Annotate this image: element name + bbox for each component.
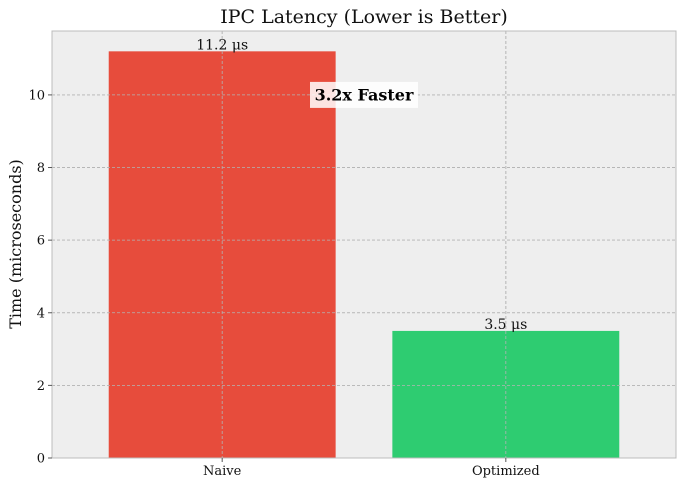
annotation-box — [310, 81, 418, 108]
plot-frame — [51, 30, 677, 459]
x-tick-label: Optimized — [472, 464, 540, 479]
axis-ticks: 0 2 4 6 8 10 Naive Optimized — [28, 88, 539, 479]
y-tick-label: 10 — [28, 88, 45, 103]
bar-value-label: 3.5 μs — [484, 317, 527, 333]
x-tick-label: Naive — [203, 464, 242, 479]
y-tick-label: 8 — [37, 161, 45, 176]
y-axis-label: Time (microseconds) — [6, 159, 25, 329]
chart-title: IPC Latency (Lower is Better) — [220, 6, 508, 28]
speedup-annotation: 3.2x Faster — [310, 81, 418, 108]
y-tick-label: 0 — [37, 452, 45, 467]
y-tick-label: 2 — [37, 379, 45, 394]
y-tick-label: 4 — [37, 306, 45, 321]
y-tick-label: 6 — [37, 234, 45, 249]
data-labels: 11.2 μs 3.5 μs — [196, 37, 527, 333]
bar-value-label: 11.2 μs — [196, 37, 248, 53]
bar-naive — [108, 51, 336, 458]
annotation-text: 3.2x Faster — [315, 85, 414, 104]
bars — [52, 31, 676, 459]
